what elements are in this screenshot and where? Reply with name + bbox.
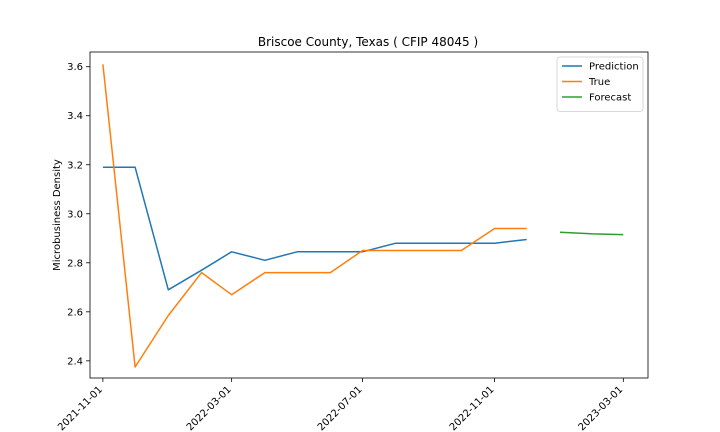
series-line-true xyxy=(102,64,527,368)
y-tick-label: 3.0 xyxy=(67,209,83,220)
x-tick-label: 2021-11-01 xyxy=(56,384,105,432)
x-tick-label: 2023-03-01 xyxy=(577,384,626,432)
chart-title: Briscoe County, Texas ( CFIP 48045 ) xyxy=(258,35,478,49)
y-tick-label: 2.8 xyxy=(67,258,83,269)
y-tick-label: 3.2 xyxy=(67,160,83,171)
y-axis-label: Microbusiness Density xyxy=(52,159,63,271)
x-tick-label: 2022-03-01 xyxy=(185,384,234,432)
y-axis: 2.4 2.6 2.8 3.0 3.2 3.4 3.6 xyxy=(67,62,90,367)
x-tick-label: 2022-11-01 xyxy=(448,384,497,432)
series-line-prediction xyxy=(102,166,527,291)
series-line-forecast xyxy=(559,231,624,236)
y-tick-label: 2.6 xyxy=(67,307,83,318)
series-layer xyxy=(102,64,624,368)
legend-label-forecast: Forecast xyxy=(589,93,631,104)
legend: Prediction True Forecast xyxy=(556,56,644,112)
plot-frame xyxy=(89,51,649,379)
y-tick-label: 3.4 xyxy=(67,111,83,122)
y-tick-label: 3.6 xyxy=(67,62,83,73)
legend-box xyxy=(556,56,644,112)
y-tick-label: 2.4 xyxy=(67,356,83,367)
x-tick-label: 2022-07-01 xyxy=(316,384,365,432)
legend-label-prediction: Prediction xyxy=(589,62,639,73)
legend-label-true: True xyxy=(588,77,610,88)
x-axis: 2021-11-01 2022-03-01 2022-07-01 2022-11-01… xyxy=(56,378,625,432)
